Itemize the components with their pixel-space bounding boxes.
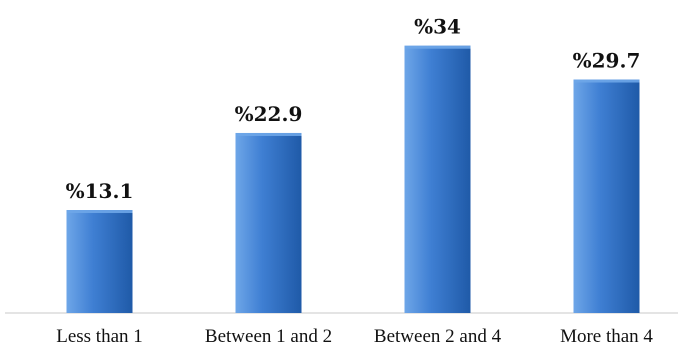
bar-0	[66, 210, 133, 313]
bar-cap-0	[66, 210, 133, 214]
bar-cap-1	[235, 132, 302, 136]
category-labels: Less than 1 Between 1 and 2 Between 2 and …	[56, 326, 653, 347]
category-label-0: Less than 1	[56, 326, 143, 347]
data-labels: %13.1 %22.9 %34 %29.7	[66, 15, 641, 203]
category-label-3: More than 4	[560, 326, 653, 347]
category-label-1: Between 1 and 2	[205, 326, 332, 347]
category-label-2: Between 2 and 4	[374, 326, 502, 347]
data-label-3: %29.7	[573, 49, 641, 73]
data-label-0: %13.1	[66, 179, 134, 203]
bar-2	[404, 45, 471, 313]
bar-series	[66, 45, 640, 314]
bar-3	[573, 79, 640, 314]
bar-1	[235, 132, 302, 313]
data-label-2: %34	[414, 15, 461, 39]
bar-cap-2	[404, 45, 471, 49]
bar-cap-3	[573, 79, 640, 83]
data-label-1: %22.9	[235, 102, 303, 126]
